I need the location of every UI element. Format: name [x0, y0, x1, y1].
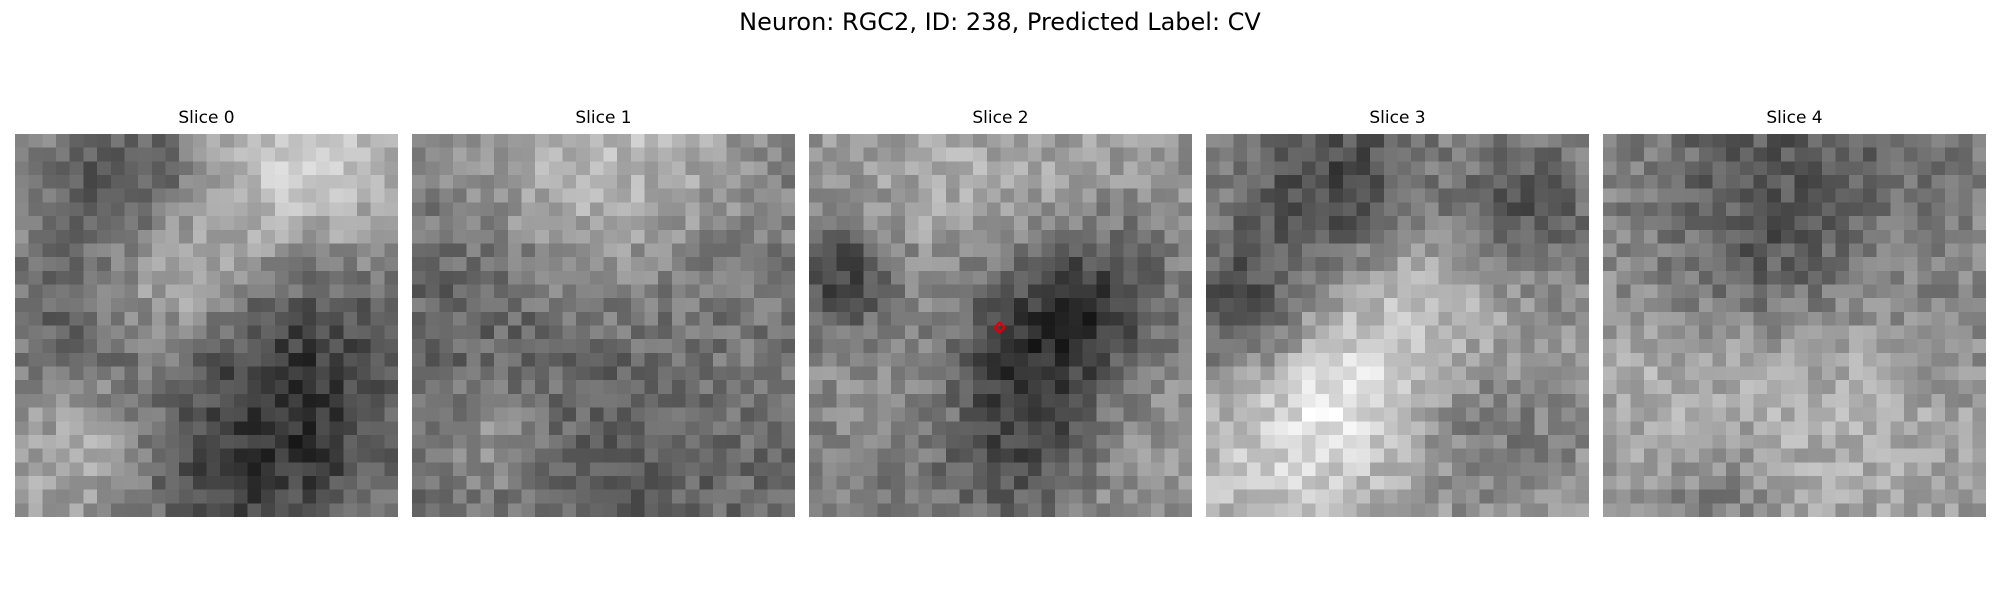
slice-image	[15, 134, 398, 517]
slice-title: Slice 0	[178, 108, 235, 128]
slice-image	[412, 134, 795, 517]
slice-title: Slice 2	[972, 108, 1029, 128]
slice-title: Slice 3	[1369, 108, 1426, 128]
slice-image	[1603, 134, 1986, 517]
slice-title: Slice 1	[575, 108, 632, 128]
slice-title: Slice 4	[1766, 108, 1823, 128]
figure-title: Neuron: RGC2, ID: 238, Predicted Label: …	[739, 8, 1261, 36]
slice-image	[1206, 134, 1589, 517]
slice-image	[809, 134, 1192, 517]
